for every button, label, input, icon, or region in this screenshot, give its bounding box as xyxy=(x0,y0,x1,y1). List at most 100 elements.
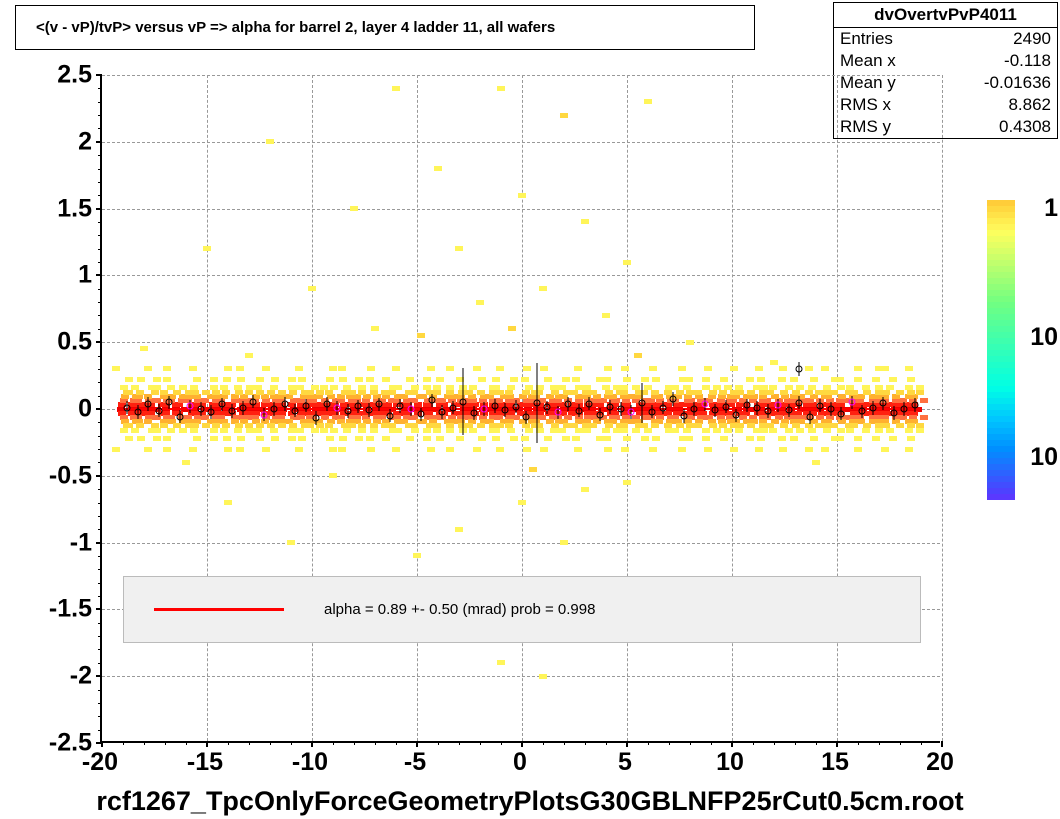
ytick-minor xyxy=(98,503,102,504)
heatmap-cell xyxy=(736,390,744,395)
heatmap-cell xyxy=(604,447,612,452)
heatmap-cell xyxy=(854,377,862,382)
profile-marker xyxy=(817,402,824,409)
heatmap-cell xyxy=(394,428,402,433)
heatmap-cell xyxy=(388,390,396,395)
heatmap-cell xyxy=(709,390,717,395)
profile-marker xyxy=(544,404,551,411)
ytick xyxy=(96,542,102,544)
ytick-minor xyxy=(98,302,102,303)
heatmap-cell xyxy=(236,447,244,452)
heatmap-cell xyxy=(203,246,211,251)
heatmap-cell xyxy=(757,436,765,441)
colorbar-label: 1 xyxy=(1044,194,1058,223)
heatmap-cell xyxy=(446,423,454,428)
heatmap-cell xyxy=(267,390,275,395)
heatmap-cell xyxy=(792,423,800,428)
ytick-minor xyxy=(98,556,102,557)
heatmap-cell xyxy=(810,436,818,441)
heatmap-cell xyxy=(271,377,279,382)
profile-marker xyxy=(428,397,435,404)
heatmap-cell xyxy=(496,366,504,371)
heatmap-cell xyxy=(649,447,657,452)
heatmap-cell xyxy=(382,436,390,441)
heatmap-cell xyxy=(875,385,883,390)
legend-line xyxy=(154,608,284,611)
xtick-minor xyxy=(648,741,649,745)
ytick-minor xyxy=(98,596,102,597)
heatmap-cell xyxy=(278,390,286,395)
heatmap-cell xyxy=(202,390,210,395)
heatmap-cell xyxy=(137,377,145,382)
gridline-h xyxy=(102,75,940,76)
ytick xyxy=(96,274,102,276)
heatmap-cell xyxy=(330,428,338,433)
heatmap-cell xyxy=(581,219,589,224)
heatmap-cell xyxy=(651,423,659,428)
heatmap-cell xyxy=(507,428,515,433)
xtick-minor xyxy=(774,741,775,745)
heatmap-cell xyxy=(366,436,374,441)
xtick-minor xyxy=(165,741,166,745)
xtick-minor xyxy=(270,741,271,745)
profile-marker xyxy=(607,404,614,411)
heatmap-cell xyxy=(289,390,297,395)
profile-marker xyxy=(796,365,803,372)
heatmap-cell xyxy=(477,390,485,395)
heatmap-cell xyxy=(270,385,278,390)
heatmap-cell xyxy=(235,423,243,428)
gridline-h xyxy=(102,142,940,143)
heatmap-cell xyxy=(572,436,580,441)
heatmap-cell xyxy=(245,353,253,358)
heatmap-cell xyxy=(821,447,829,452)
profile-marker xyxy=(250,398,257,405)
profile-marker xyxy=(260,411,267,418)
heatmap-cell xyxy=(510,436,518,441)
ytick-minor xyxy=(98,583,102,584)
ytick xyxy=(96,675,102,677)
heatmap-cell xyxy=(210,385,218,390)
heatmap-cell xyxy=(907,436,915,441)
heatmap-cell xyxy=(433,428,441,433)
xtick-minor xyxy=(438,741,439,745)
heatmap-cell xyxy=(766,423,774,428)
profile-marker xyxy=(827,406,834,413)
xtick-minor xyxy=(753,741,754,745)
heatmap-cell xyxy=(131,428,139,433)
profile-marker xyxy=(796,399,803,406)
heatmap-cell xyxy=(210,436,218,441)
heatmap-cell xyxy=(522,390,530,395)
heatmap-cell xyxy=(678,366,686,371)
heatmap-cell xyxy=(823,385,831,390)
heatmap-cell xyxy=(540,366,548,371)
heatmap-cell xyxy=(308,286,316,291)
profile-marker xyxy=(407,406,414,413)
heatmap-cell xyxy=(492,428,500,433)
xtick-label: 15 xyxy=(821,748,849,777)
heatmap-cell xyxy=(862,428,870,433)
heatmap-cell xyxy=(223,377,231,382)
heatmap-cell xyxy=(193,436,201,441)
profile-marker xyxy=(575,407,582,414)
profile-marker xyxy=(502,407,509,414)
ytick-minor xyxy=(98,356,102,357)
heatmap-cell xyxy=(641,436,649,441)
profile-marker xyxy=(365,406,372,413)
ytick-label: 0 xyxy=(32,395,92,424)
heatmap-cell xyxy=(355,436,363,441)
heatmap-cell xyxy=(316,390,324,395)
profile-marker xyxy=(691,406,698,413)
profile-marker xyxy=(187,403,194,410)
heatmap-cell xyxy=(179,428,187,433)
heatmap-cell xyxy=(224,366,232,371)
xtick-minor xyxy=(669,741,670,745)
xtick-minor xyxy=(480,741,481,745)
heatmap-cell xyxy=(780,390,788,395)
heatmap-cell xyxy=(735,385,743,390)
heatmap-cell xyxy=(446,366,454,371)
heatmap-cell xyxy=(120,385,128,390)
heatmap-cell xyxy=(433,423,441,428)
heatmap-cell xyxy=(907,423,915,428)
profile-marker xyxy=(565,401,572,408)
heatmap-cell xyxy=(575,428,583,433)
